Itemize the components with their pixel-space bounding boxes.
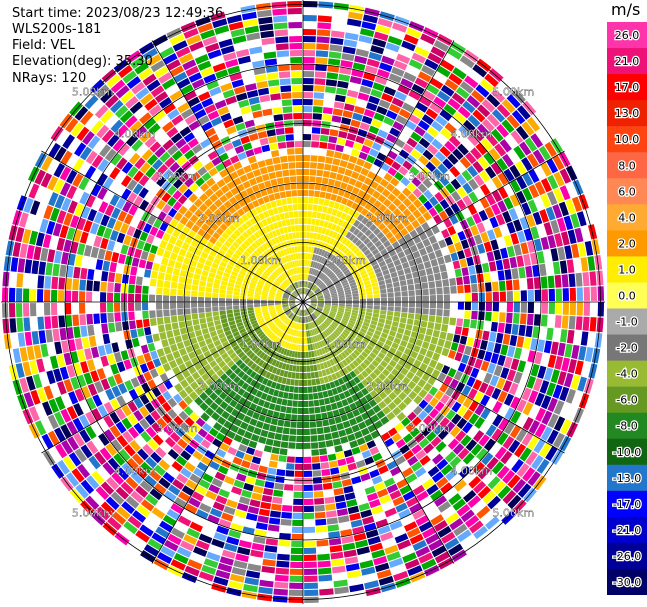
colorbar-tick-label: 13.0 [615, 107, 640, 120]
colorbar-segment [607, 100, 647, 127]
colorbar-tick-label: -8.0 [616, 420, 637, 433]
colorbar-segment [607, 256, 647, 283]
colorbar-segment [607, 308, 647, 336]
colorbar-tick-label: 6.0 [618, 185, 636, 198]
colorbar-segment [607, 412, 647, 440]
nrays-text: NRays: 120 [12, 71, 87, 86]
colorbar-tick-label: -26.0 [613, 550, 641, 563]
colorbar-segment [607, 126, 647, 153]
colorbar-tick-label: 10.0 [615, 133, 640, 146]
start-time-text: Start time: 2023/08/23 12:49:36 [12, 6, 224, 21]
colorbar-segment [607, 74, 647, 101]
range-label: 3.00km [156, 422, 198, 435]
colorbar-tick-label: 0.0 [618, 289, 636, 302]
colorbar-segment [607, 542, 647, 570]
colorbar-tick-label: 4.0 [618, 211, 636, 224]
field-text: Field: VEL [12, 38, 75, 53]
elevation-text: Elevation(deg): 35.30 [12, 54, 153, 69]
colorbar-tick-label: -30.0 [613, 576, 641, 589]
colorbar-tick-label: -17.0 [613, 498, 641, 511]
range-label: 1.00km [240, 254, 282, 267]
colorbar-segment [607, 230, 647, 257]
velocity-colorbar: 26.0 21.0 17.0 13.0 10.0 8.0 6.0 4.0 2.0 1.0 0.0 -1… [607, 22, 647, 595]
colorbar-tick-label: -4.0 [616, 368, 637, 381]
colorbar-tick-label: -1.0 [616, 316, 637, 329]
colorbar-tick-label: -13.0 [613, 472, 641, 485]
range-label: 1.00km [240, 338, 282, 351]
colorbar-segment [607, 516, 647, 544]
range-label: 3.00km [156, 170, 198, 183]
azimuth-spoke [302, 301, 565, 454]
colorbar-unit: m/s [611, 0, 641, 19]
range-label: 2.00km [198, 380, 240, 393]
colorbar-segment [607, 334, 647, 362]
colorbar-segment [607, 282, 647, 309]
range-label: 5.00km [493, 86, 535, 99]
instrument-text: WLS200s-181 [12, 22, 102, 37]
range-label: 4.00km [450, 464, 492, 477]
azimuth-spoke [302, 40, 455, 303]
colorbar-tick-label: 2.0 [618, 237, 636, 250]
range-label: 5.00km [72, 86, 114, 99]
range-label: 3.00km [408, 422, 450, 435]
range-label: 5.00km [72, 506, 114, 519]
range-label: 4.00km [450, 128, 492, 141]
colorbar-segment [607, 568, 647, 595]
colorbar-segment [607, 464, 647, 492]
colorbar-segment [607, 204, 647, 231]
range-label: 2.00km [366, 380, 408, 393]
colorbar-segment [607, 438, 647, 466]
azimuth-spoke [41, 150, 304, 303]
colorbar-segment [607, 48, 647, 75]
colorbar-tick-label: 17.0 [615, 81, 640, 94]
colorbar-tick-label: -6.0 [616, 394, 637, 407]
range-label: 1.00km [324, 338, 366, 351]
colorbar-segment [607, 178, 647, 205]
azimuth-spoke [41, 301, 304, 454]
colorbar-segment [607, 386, 647, 414]
range-rings [1, 0, 605, 604]
colorbar-tick-label: -10.0 [613, 446, 641, 459]
colorbar-tick-label: 26.0 [615, 29, 640, 42]
ppi-gates [2, 1, 604, 603]
colorbar-tick-label: 21.0 [615, 55, 640, 68]
colorbar-tick-label: 8.0 [618, 159, 636, 172]
range-label: 1.00km [324, 254, 366, 267]
range-label: 2.00km [198, 212, 240, 225]
azimuth-spoke [151, 40, 304, 303]
range-label: 4.00km [114, 464, 156, 477]
range-label: 4.00km [114, 128, 156, 141]
range-label: 5.00km [493, 506, 535, 519]
colorbar-segment [607, 22, 647, 49]
azimuth-spoke [151, 301, 304, 564]
range-label: 3.00km [408, 170, 450, 183]
range-label: 2.00km [366, 212, 408, 225]
colorbar-tick-label: -2.0 [616, 342, 637, 355]
colorbar-segment [607, 490, 647, 518]
colorbar-segment [607, 360, 647, 388]
colorbar-tick-label: 1.0 [618, 263, 636, 276]
ppi-radar-plot: 1.00km 1.00km 1.00km 1.00km 2.00km 2.00km 2.00… [1, 0, 605, 604]
azimuth-spoke [302, 301, 455, 564]
colorbar-tick-label: -21.0 [613, 524, 641, 537]
colorbar-segment [607, 152, 647, 179]
azimuth-spoke [302, 150, 565, 303]
